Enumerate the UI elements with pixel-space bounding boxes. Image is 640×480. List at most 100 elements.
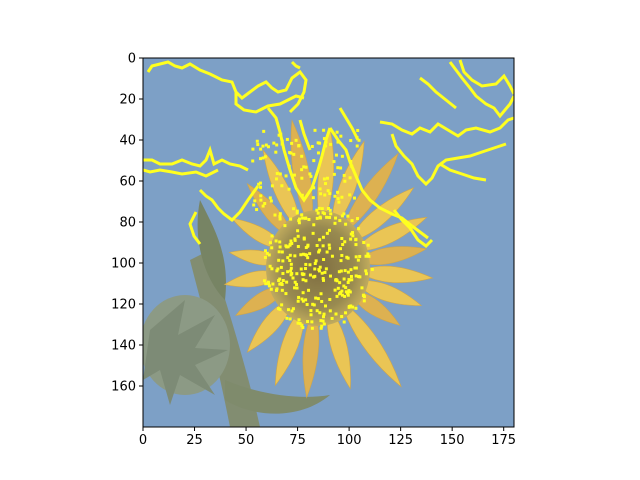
edge-pixel: [364, 269, 368, 273]
edge-pixel: [293, 237, 297, 241]
edge-pixel: [308, 273, 312, 277]
edge-pixel: [251, 147, 255, 151]
edge-pixel: [366, 243, 370, 247]
petal: [262, 149, 302, 233]
edge-pixel: [297, 219, 301, 223]
edge-pixel: [317, 269, 321, 273]
edge-pixel: [342, 284, 346, 288]
edge-pixel: [286, 270, 290, 274]
edge-contour: [390, 133, 507, 187]
edge-pixel: [349, 159, 353, 163]
edge-pixel: [349, 237, 353, 241]
edge-pixel: [340, 154, 344, 158]
edge-pixel: [323, 270, 327, 274]
edge-pixel: [328, 215, 332, 219]
edge-pixel: [297, 217, 301, 221]
edge-pixel: [339, 166, 343, 170]
edge-pixel: [264, 143, 268, 147]
edge-pixel: [300, 176, 304, 180]
edge-pixel: [318, 238, 322, 242]
edge-pixel: [290, 241, 294, 245]
edge-pixel: [315, 216, 319, 220]
edge-pixel: [280, 184, 284, 188]
edge-pixel: [263, 155, 267, 159]
edge-pixel: [295, 286, 299, 290]
edge-pixel: [334, 312, 338, 316]
edge-pixel: [328, 309, 332, 313]
edge-pixel: [342, 277, 346, 281]
edge-pixel: [346, 293, 350, 297]
edge-pixel: [338, 219, 342, 223]
edge-pixel: [304, 279, 308, 283]
edge-pixel: [296, 229, 300, 233]
y-tick-label: 160: [111, 380, 136, 395]
edge-pixel: [337, 292, 341, 296]
edge-pixel: [289, 151, 293, 155]
edge-pixel: [275, 287, 279, 291]
edge-pixel: [301, 273, 305, 277]
edge-pixel: [330, 254, 334, 258]
edge-pixel: [354, 243, 358, 247]
edge-pixel: [285, 316, 289, 320]
edge-pixel: [266, 280, 270, 284]
edge-pixel: [349, 139, 353, 143]
edge-pixel: [278, 217, 282, 221]
edge-pixel: [274, 177, 278, 181]
edge-pixel: [284, 292, 288, 296]
y-axis: 0 20 40 60 80 100 120 140 160: [111, 52, 143, 395]
edge-pixel: [362, 293, 366, 297]
edge-pixel: [330, 316, 334, 320]
edge-pixel: [353, 196, 357, 200]
edge-pixel: [303, 253, 307, 257]
edge-pixel: [302, 165, 306, 169]
edge-pixel: [340, 293, 344, 297]
edge-pixel: [362, 299, 366, 303]
petal: [246, 298, 293, 353]
edge-pixel: [278, 212, 282, 216]
edge-pixel: [310, 144, 314, 148]
image-tint: [143, 58, 514, 427]
edge-pixel: [325, 176, 329, 180]
edge-pixel: [358, 254, 362, 258]
edge-pixel: [315, 208, 319, 212]
edge-pixel: [296, 234, 300, 238]
edge-pixel: [316, 141, 320, 145]
edge-pixel: [290, 141, 294, 145]
edge-pixel: [342, 173, 346, 177]
x-axis: 0 25 50 75 100 125 150 175: [139, 427, 516, 448]
edge-pixel: [275, 269, 279, 273]
edge-pixel: [269, 199, 273, 203]
edge-pixel: [308, 252, 312, 256]
edge-pixel: [297, 295, 301, 299]
edge-pixel: [270, 234, 274, 238]
edge-pixel: [293, 286, 297, 290]
edge-pixel: [289, 262, 293, 266]
edge-pixel: [278, 240, 282, 244]
edge-pixel: [362, 295, 366, 299]
edge-pixel: [288, 253, 292, 257]
edge-pixel: [366, 252, 370, 256]
edge-contour: [411, 224, 429, 240]
edge-pixel: [313, 267, 317, 271]
edge-pixel: [339, 269, 343, 273]
edge-pixel: [276, 307, 280, 311]
edge-contour: [290, 60, 301, 70]
edge-pixel: [349, 268, 353, 272]
edge-pixel: [340, 214, 344, 218]
edge-pixel: [259, 185, 263, 189]
edge-pixel: [263, 255, 267, 259]
edge-contour: [419, 76, 457, 110]
edge-pixel: [339, 134, 343, 138]
edge-pixel: [335, 294, 339, 298]
edge-pixel: [332, 172, 336, 176]
edge-pixel: [283, 224, 287, 228]
edge-pixel: [291, 276, 295, 280]
y-tick-label: 120: [111, 298, 136, 313]
edge-pixel: [354, 306, 358, 310]
edge-contour: [188, 211, 202, 245]
edge-pixel: [355, 144, 359, 148]
edge-pixel: [364, 272, 368, 276]
edge-pixel: [281, 259, 285, 263]
edge-pixel: [312, 186, 316, 190]
edge-pixel: [333, 221, 337, 225]
